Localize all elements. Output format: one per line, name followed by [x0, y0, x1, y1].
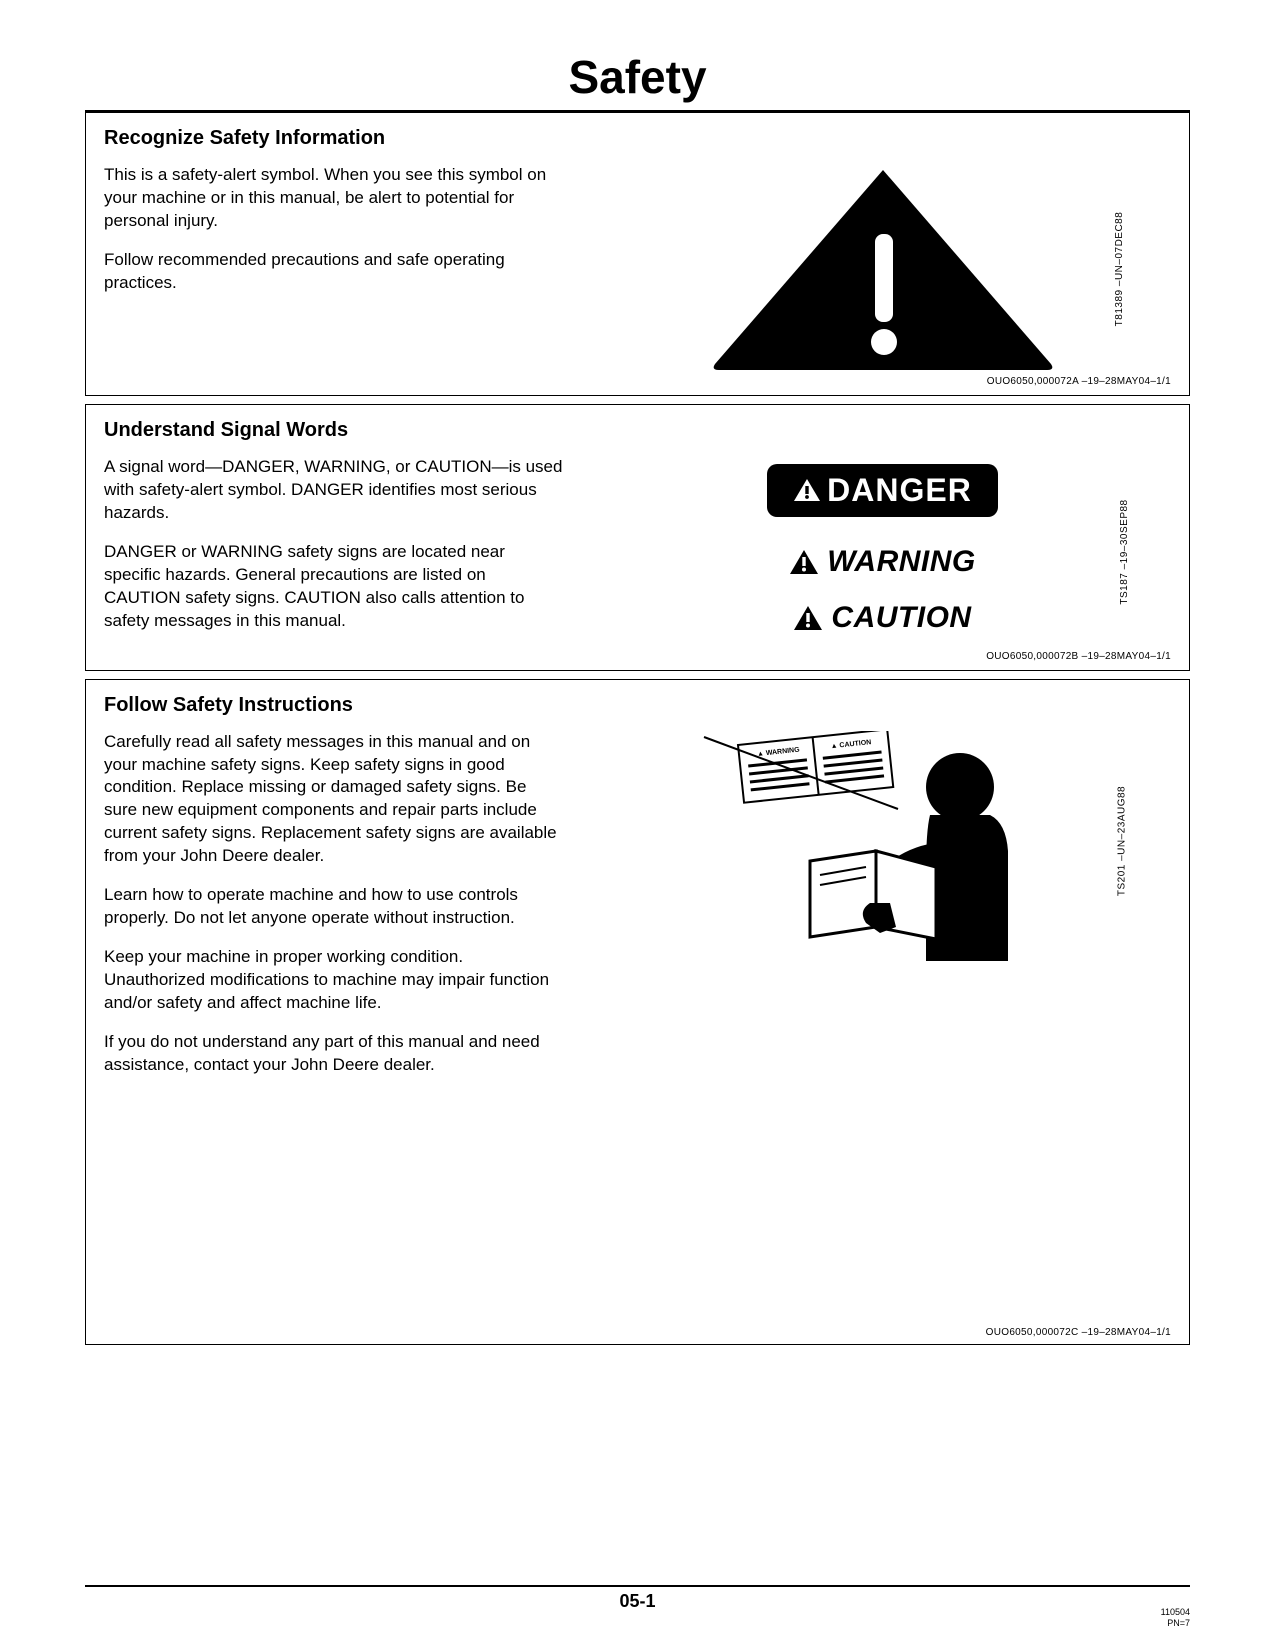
- section-heading: Follow Safety Instructions: [104, 694, 1171, 717]
- section-footer-code: OUO6050,000072C –19–28MAY04–1/1: [986, 1327, 1171, 1338]
- page-number: 05-1: [85, 1585, 1190, 1612]
- paragraph: A signal word—DANGER, WARNING, or CAUTIO…: [104, 456, 564, 525]
- alert-triangle-icon: [793, 478, 821, 502]
- section-follow-instructions: Follow Safety Instructions Carefully rea…: [85, 679, 1190, 1345]
- image-code-label: T81389 –UN–07DEC88: [1114, 212, 1125, 327]
- paragraph: Keep your machine in proper working cond…: [104, 946, 564, 1015]
- footer-meta: 110504 PN=7: [1161, 1607, 1190, 1630]
- section-body: Carefully read all safety messages in th…: [104, 731, 1171, 1093]
- alert-triangle-icon: [793, 605, 823, 631]
- text-column: This is a safety-alert symbol. When you …: [104, 164, 564, 374]
- section-recognize: Recognize Safety Information This is a s…: [85, 112, 1190, 396]
- signal-words-graphic: DANGER WARNING CAUTION: [594, 464, 1171, 641]
- person-reading-manual-icon: ▲ WARNING ▲ CAUTION: [698, 731, 1068, 961]
- paragraph: Learn how to operate machine and how to …: [104, 884, 564, 930]
- text-column: A signal word—DANGER, WARNING, or CAUTIO…: [104, 456, 564, 649]
- section-signal-words: Understand Signal Words A signal word—DA…: [85, 404, 1190, 671]
- paragraph: If you do not understand any part of thi…: [104, 1031, 564, 1077]
- section-footer-code: OUO6050,000072B –19–28MAY04–1/1: [104, 651, 1171, 662]
- page-footer: 05-1 110504 PN=7: [85, 1585, 1190, 1612]
- image-code-label: TS201 –UN–23AUG88: [1116, 785, 1127, 895]
- warning-text: WARNING: [827, 545, 976, 579]
- danger-text: DANGER: [827, 472, 972, 509]
- safety-alert-triangle-icon: [703, 164, 1063, 374]
- caution-label: CAUTION: [793, 601, 971, 635]
- page-title: Safety: [85, 50, 1190, 112]
- text-column: Carefully read all safety messages in th…: [104, 731, 564, 1093]
- image-column: ▲ WARNING ▲ CAUTION: [594, 731, 1171, 1093]
- section-heading: Understand Signal Words: [104, 419, 1171, 442]
- paragraph: Follow recommended precautions and safe …: [104, 249, 564, 295]
- section-body: A signal word—DANGER, WARNING, or CAUTIO…: [104, 456, 1171, 649]
- section-body: This is a safety-alert symbol. When you …: [104, 164, 1171, 374]
- footer-pn: PN=7: [1161, 1618, 1190, 1630]
- paragraph: Carefully read all safety messages in th…: [104, 731, 564, 869]
- alert-triangle-icon: [789, 549, 819, 575]
- paragraph: DANGER or WARNING safety signs are locat…: [104, 541, 564, 633]
- section-footer-code: OUO6050,000072A –19–28MAY04–1/1: [104, 376, 1171, 387]
- caution-text: CAUTION: [831, 601, 971, 635]
- danger-label: DANGER: [767, 464, 998, 517]
- warning-label: WARNING: [789, 545, 976, 579]
- image-column: T81389 –UN–07DEC88: [594, 164, 1171, 374]
- footer-date: 110504: [1161, 1607, 1190, 1619]
- paragraph: This is a safety-alert symbol. When you …: [104, 164, 564, 233]
- image-code-label: TS187 –19–30SEP88: [1119, 500, 1130, 605]
- image-column: DANGER WARNING CAUTION TS187 –19–30SEP88: [594, 456, 1171, 649]
- section-heading: Recognize Safety Information: [104, 127, 1171, 150]
